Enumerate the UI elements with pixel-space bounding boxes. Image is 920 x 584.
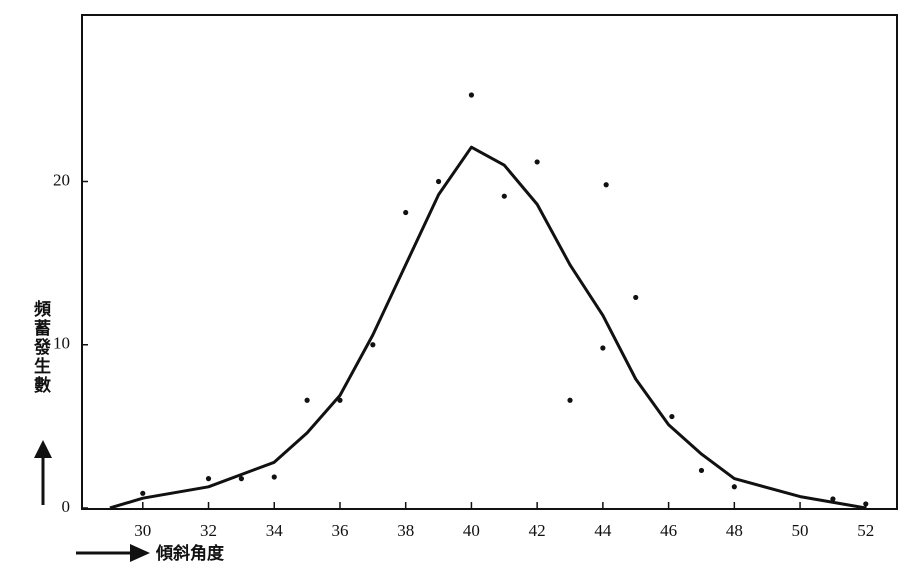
data-point	[567, 397, 573, 403]
y-tick-label: 0	[62, 497, 71, 516]
data-point	[205, 476, 212, 482]
x-tick-label: 44	[594, 521, 612, 540]
x-tick-label: 34	[266, 521, 284, 540]
data-point	[403, 209, 409, 216]
y-tick-label: 20	[53, 170, 70, 189]
data-point	[603, 182, 609, 188]
data-point	[468, 92, 475, 98]
x-tick-label: 52	[857, 521, 874, 540]
x-arrow	[76, 544, 150, 562]
data-point	[600, 345, 606, 351]
x-tick-label: 30	[134, 521, 151, 540]
x-tick-label: 40	[463, 521, 480, 540]
x-tick-label: 50	[792, 521, 809, 540]
x-axis-label: 傾斜角度	[155, 543, 225, 564]
data-point	[370, 342, 376, 348]
data-point	[140, 490, 146, 496]
fit-curve	[109, 145, 867, 510]
data-point	[435, 178, 442, 185]
x-tick-label: 42	[529, 521, 546, 540]
data-point	[271, 474, 277, 480]
data-point	[830, 496, 836, 502]
y-arrow	[34, 440, 52, 505]
x-tick-label: 32	[200, 521, 217, 540]
data-point	[863, 501, 869, 507]
data-point	[238, 476, 244, 482]
data-point	[698, 467, 705, 474]
x-tick-label: 36	[331, 521, 348, 540]
data-point	[501, 193, 507, 199]
data-point	[731, 484, 737, 490]
data-point	[534, 159, 540, 165]
x-tick-label: 46	[660, 521, 677, 540]
x-tick-label: 38	[397, 521, 414, 540]
plot-frame	[81, 14, 898, 510]
x-tick-label: 48	[726, 521, 743, 540]
data-point	[633, 294, 639, 301]
y-tick-label: 10	[53, 334, 70, 353]
data-point	[669, 413, 675, 420]
y-axis-label: 頻蓄發生數	[30, 299, 52, 395]
data-point	[304, 397, 310, 403]
